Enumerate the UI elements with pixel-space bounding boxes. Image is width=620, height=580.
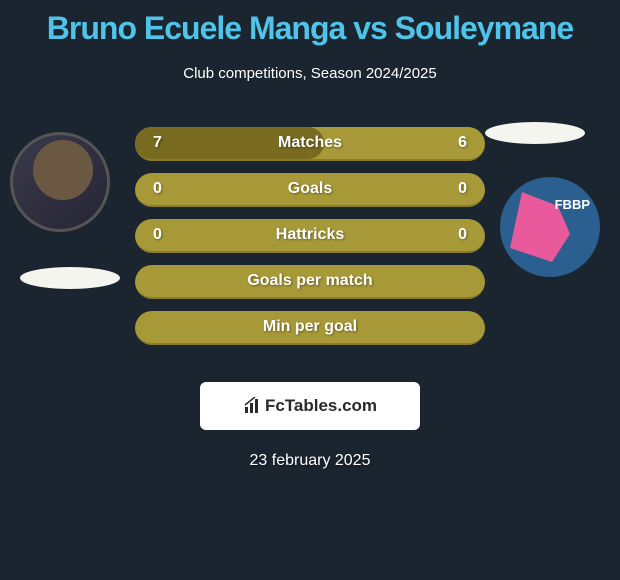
stat-label: Goals per match bbox=[247, 272, 372, 290]
page-title: Bruno Ecuele Manga vs Souleymane bbox=[0, 0, 620, 47]
stat-left-value: 7 bbox=[153, 134, 162, 152]
stat-row-goals: 0 Goals 0 bbox=[135, 173, 485, 207]
stat-row-matches: 7 Matches 6 bbox=[135, 127, 485, 161]
comparison-infographic: Bruno Ecuele Manga vs Souleymane Club co… bbox=[0, 0, 620, 580]
stat-label: Min per goal bbox=[263, 318, 357, 336]
stat-label: Matches bbox=[278, 134, 342, 152]
date-text: 23 february 2025 bbox=[0, 452, 620, 470]
stat-right-value: 0 bbox=[458, 226, 467, 244]
player-right-avatar bbox=[500, 177, 600, 277]
club-right-logo bbox=[485, 122, 585, 144]
stat-rows: 7 Matches 6 0 Goals 0 0 Hattricks 0 Goal… bbox=[135, 122, 485, 345]
fctables-text: FcTables.com bbox=[265, 396, 377, 416]
stat-label: Hattricks bbox=[276, 226, 344, 244]
stat-row-goals-per-match: Goals per match bbox=[135, 265, 485, 299]
player-left-avatar bbox=[10, 132, 110, 232]
stat-label: Goals bbox=[288, 180, 332, 198]
stat-row-hattricks: 0 Hattricks 0 bbox=[135, 219, 485, 253]
stat-left-value: 0 bbox=[153, 226, 162, 244]
source-box: FcTables.com bbox=[200, 382, 420, 430]
chart-icon bbox=[243, 397, 261, 415]
club-left-logo bbox=[20, 267, 120, 289]
stat-row-min-per-goal: Min per goal bbox=[135, 311, 485, 345]
subtitle: Club competitions, Season 2024/2025 bbox=[0, 65, 620, 82]
fctables-logo: FcTables.com bbox=[243, 396, 377, 416]
stat-right-value: 0 bbox=[458, 180, 467, 198]
stat-right-value: 6 bbox=[458, 134, 467, 152]
main-area: 7 Matches 6 0 Goals 0 0 Hattricks 0 Goal… bbox=[0, 122, 620, 382]
stat-left-value: 0 bbox=[153, 180, 162, 198]
